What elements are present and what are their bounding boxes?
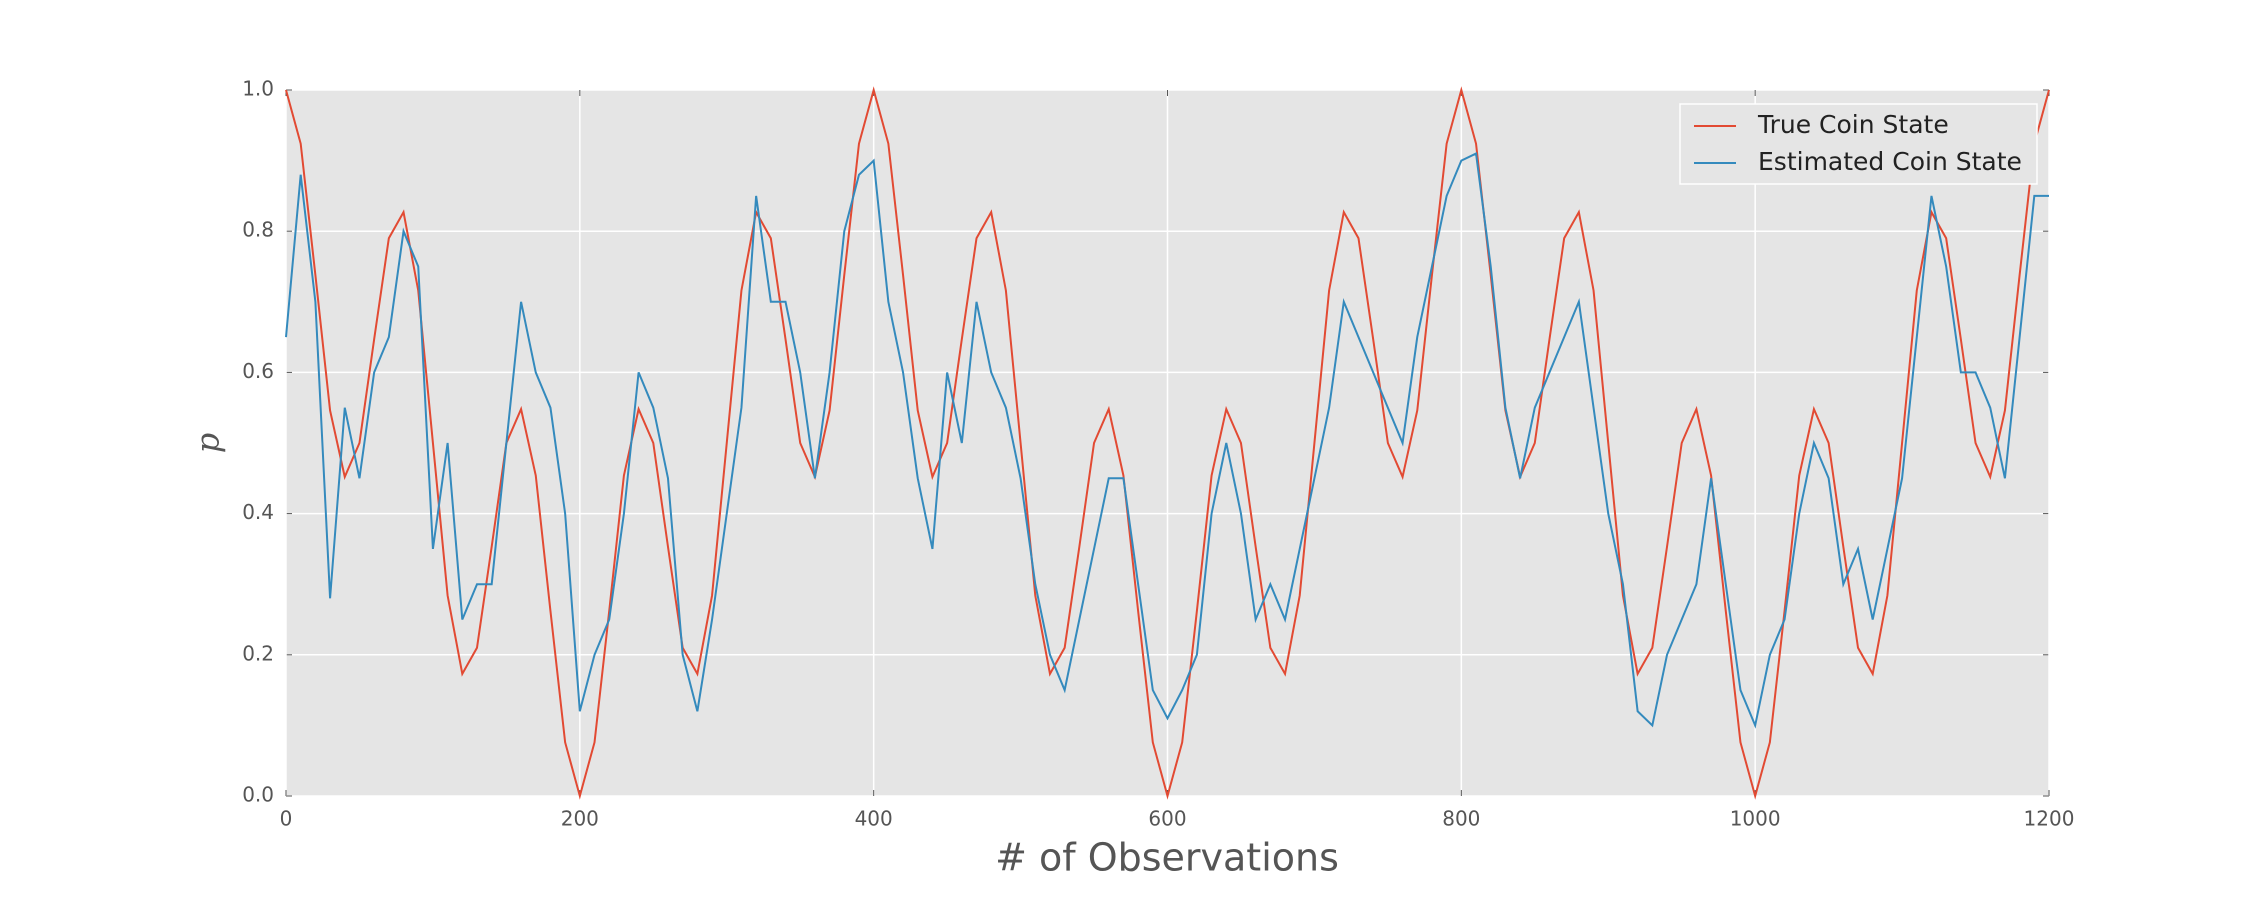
legend-label: Estimated Coin State <box>1758 147 2022 176</box>
x-tick-label: 0 <box>280 807 293 831</box>
x-tick-label: 600 <box>1148 807 1186 831</box>
y-tick-label: 0.4 <box>242 500 274 524</box>
y-tick-label: 1.0 <box>242 77 274 101</box>
x-tick-label: 400 <box>855 807 893 831</box>
x-tick-label: 1000 <box>1730 807 1781 831</box>
y-tick-label: 0.2 <box>242 641 274 665</box>
y-axis-label: p <box>189 433 227 453</box>
legend-label: True Coin State <box>1757 110 1949 139</box>
x-tick-label: 200 <box>561 807 599 831</box>
x-axis-label: # of Observations <box>995 836 1339 880</box>
legend: True Coin State Estimated Coin State <box>1679 103 2038 185</box>
x-tick-label: 800 <box>1442 807 1480 831</box>
data-line <box>285 86 2050 800</box>
x-tick-label: 1200 <box>2024 807 2075 831</box>
y-tick-label: 0.8 <box>242 218 274 242</box>
y-tick-label: 0.6 <box>242 359 274 383</box>
y-tick-label: 0.0 <box>242 783 274 807</box>
legend-box <box>1679 103 2038 185</box>
data-line <box>285 152 2049 729</box>
